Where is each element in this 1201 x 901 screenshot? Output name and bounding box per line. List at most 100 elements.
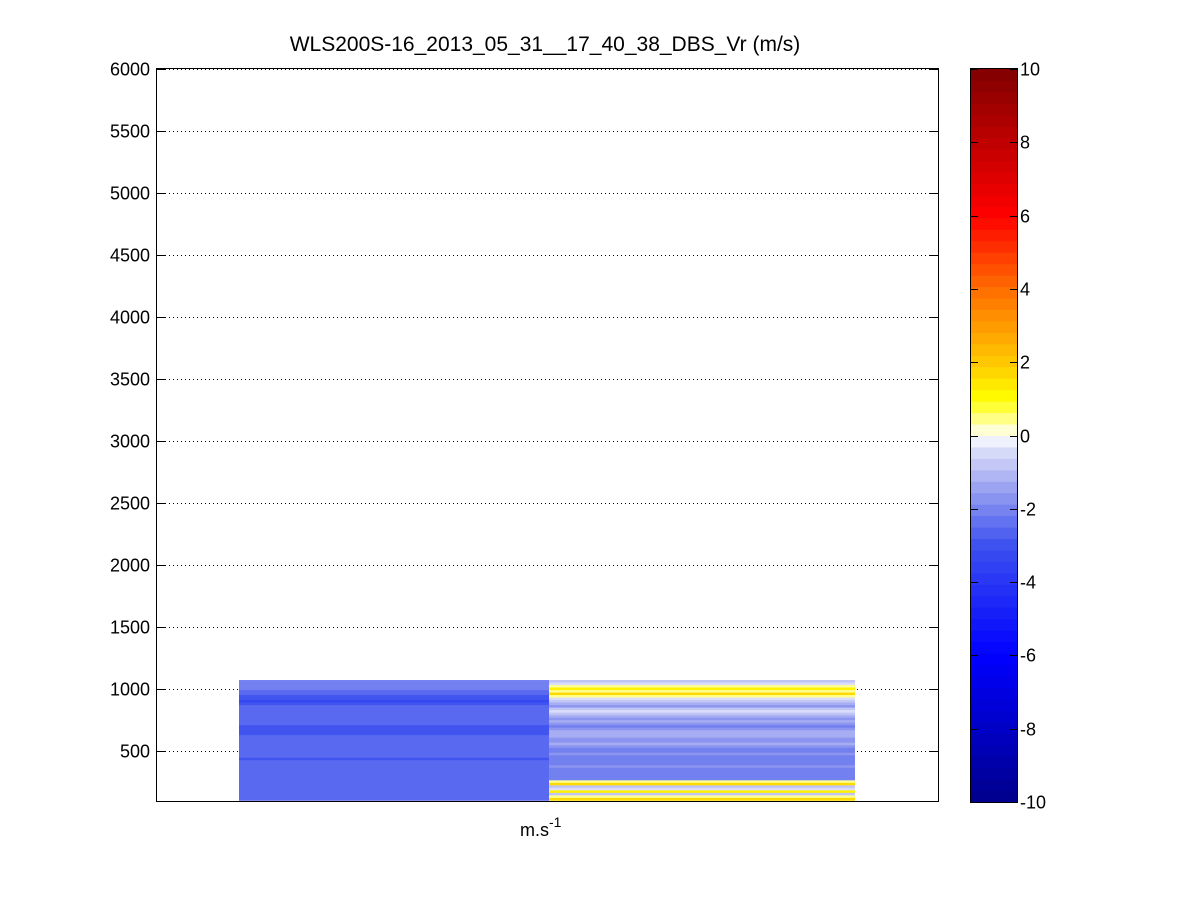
colorbar-segment <box>971 595 1017 608</box>
heatmap-cell <box>239 705 549 709</box>
heatmap-cell <box>549 770 855 774</box>
colorbar-segment <box>971 458 1017 471</box>
heatmap-cell <box>549 727 855 731</box>
heatmap-cell <box>549 680 855 683</box>
heatmap-cell <box>239 710 549 714</box>
colorbar-segment <box>971 698 1017 711</box>
colorbar-segment <box>971 538 1017 551</box>
colorbar-tick-label: -2 <box>1020 500 1036 520</box>
heatmap-cell <box>239 742 549 746</box>
heatmap-cell <box>549 777 855 781</box>
colorbar-segment <box>971 160 1017 173</box>
colorbar-segment <box>971 492 1017 505</box>
x-axis-label: m.s-1 <box>520 814 562 840</box>
heatmap-cell <box>239 692 549 696</box>
heatmap-cell <box>239 780 549 784</box>
heatmap-cell <box>549 700 855 703</box>
heatmap-cell <box>239 750 549 754</box>
colorbar-segment <box>971 790 1017 803</box>
heatmap-cell <box>549 765 855 769</box>
colorbar-segment <box>971 779 1017 792</box>
colorbar-segment <box>971 504 1017 517</box>
y-tick-label: 3500 <box>110 370 150 390</box>
colorbar-segment <box>971 584 1017 597</box>
heatmap-cell <box>239 797 549 801</box>
heatmap-cell <box>549 697 855 701</box>
heatmap-cell <box>239 685 549 688</box>
heatmap-cell <box>239 762 549 766</box>
colorbar-segment <box>971 69 1017 81</box>
heatmap-cell <box>549 755 855 759</box>
y-tick-label: 2500 <box>110 494 150 514</box>
y-tick-label: 4500 <box>110 246 150 266</box>
colorbar-segment <box>971 630 1017 643</box>
colorbar-segment <box>971 687 1017 700</box>
heatmap-cell <box>239 752 549 756</box>
heatmap-cell <box>239 687 549 691</box>
heatmap-cell <box>239 680 549 683</box>
heatmap-cell <box>239 730 549 734</box>
heatmap-cell <box>549 787 855 791</box>
colorbar-segment <box>971 137 1017 150</box>
colorbar-tick-label: -4 <box>1020 573 1036 593</box>
colorbar-tick-label: 8 <box>1020 133 1030 153</box>
heatmap-cell <box>239 712 549 716</box>
colorbar-segment <box>971 103 1017 116</box>
colorbar-segment <box>971 527 1017 540</box>
heatmap-cell <box>549 795 855 799</box>
heatmap-cell <box>239 757 549 761</box>
y-tick-label: 2000 <box>110 556 150 576</box>
colorbar-segment <box>971 401 1017 414</box>
colorbar-segment <box>971 607 1017 620</box>
colorbar-segment <box>971 298 1017 311</box>
heatmap-cell <box>549 717 855 721</box>
colorbar-tick-label: 6 <box>1020 207 1030 227</box>
colorbar-segment <box>971 114 1017 127</box>
y-tick-label: 500 <box>120 742 150 762</box>
colorbar-segment <box>971 424 1017 436</box>
heatmap-cell <box>549 720 855 724</box>
colorbar-segment <box>971 550 1017 562</box>
colorbar-segment <box>971 263 1017 276</box>
heatmap-cell <box>549 785 855 789</box>
heatmap-cell <box>549 747 855 751</box>
heatmap-cell <box>239 770 549 774</box>
colorbar-segment <box>971 744 1017 757</box>
heatmap-cell <box>549 687 855 691</box>
colorbar-segment <box>971 172 1017 185</box>
colorbar-segment <box>971 721 1017 734</box>
y-tick-label: 1000 <box>110 680 150 700</box>
colorbar-axis: -10 -8 -6 -4 -2 0 2 4 6 8 10 <box>971 60 1046 813</box>
colorbar-segment <box>971 126 1017 139</box>
colorbar-segment <box>971 572 1017 585</box>
heatmap-cell <box>549 725 855 729</box>
heatmap-cell <box>239 747 549 751</box>
colorbar-segment <box>971 710 1017 723</box>
heatmap-cell <box>549 707 855 711</box>
heatmap-cell <box>239 695 549 698</box>
heatmap-cell <box>239 727 549 731</box>
heatmap-cell <box>549 775 855 779</box>
heatmap-cell <box>549 792 855 796</box>
colorbar-segment <box>971 206 1017 219</box>
heatmap-cell <box>239 755 549 759</box>
colorbar-segment <box>971 229 1017 242</box>
heatmap-cell <box>239 720 549 724</box>
heatmap-cell <box>549 762 855 766</box>
colorbar-segment <box>971 733 1017 746</box>
y-gridlines <box>157 69 938 752</box>
heatmap-cell <box>549 685 855 688</box>
heatmap-cell <box>549 780 855 784</box>
colorbar <box>971 69 1017 803</box>
heatmap-cell <box>239 732 549 736</box>
heatmap-cell <box>239 717 549 721</box>
heatmap-cell <box>549 702 855 706</box>
heatmap-cell <box>239 790 549 794</box>
colorbar-segment <box>971 676 1017 688</box>
heatmap-cell <box>239 697 549 701</box>
heatmap-cell <box>549 730 855 734</box>
heatmap-cell <box>549 705 855 709</box>
colorbar-segment <box>971 641 1017 654</box>
heatmap-cell <box>239 792 549 796</box>
